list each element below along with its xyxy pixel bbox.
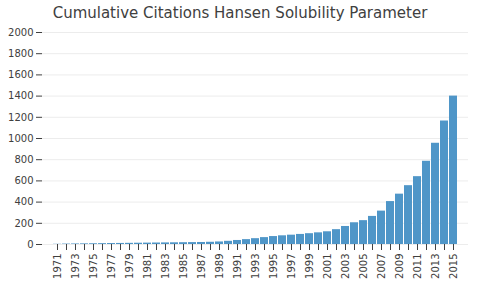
- svg-text:1989: 1989: [214, 254, 225, 279]
- svg-text:1200: 1200: [8, 112, 33, 123]
- svg-text:2003: 2003: [340, 254, 351, 279]
- svg-text:1991: 1991: [232, 254, 243, 279]
- svg-text:2000: 2000: [8, 27, 33, 38]
- svg-text:1600: 1600: [8, 69, 33, 80]
- svg-text:2015: 2015: [448, 254, 459, 279]
- svg-text:2011: 2011: [412, 254, 423, 279]
- svg-text:1400: 1400: [8, 90, 33, 101]
- svg-text:2009: 2009: [394, 254, 405, 279]
- svg-text:1985: 1985: [178, 254, 189, 279]
- svg-text:1000: 1000: [8, 133, 33, 144]
- svg-text:1999: 1999: [304, 254, 315, 279]
- html-text:Cumulative Citations Hansen So: Cumulative Citations Hansen Solubility P…: [52, 4, 428, 22]
- svg-text:1977: 1977: [106, 254, 117, 279]
- svg-text:1997: 1997: [286, 254, 297, 279]
- svg-text:1971: 1971: [52, 254, 63, 279]
- svg-text:2001: 2001: [322, 254, 333, 279]
- svg-text:2013: 2013: [430, 254, 441, 279]
- svg-text:1983: 1983: [160, 254, 171, 279]
- svg-text:0: 0: [27, 239, 33, 250]
- svg-text:1995: 1995: [268, 254, 279, 279]
- svg-text:800: 800: [14, 154, 33, 165]
- svg-text:1993: 1993: [250, 254, 261, 279]
- svg-text:400: 400: [14, 196, 33, 207]
- svg-text:1975: 1975: [88, 254, 99, 279]
- svg-text:1987: 1987: [196, 254, 207, 279]
- svg-text:1979: 1979: [124, 254, 135, 279]
- svg-text:1800: 1800: [8, 48, 33, 59]
- svg-text:2005: 2005: [358, 254, 369, 279]
- svg-text:1973: 1973: [70, 254, 81, 279]
- svg-text:1981: 1981: [142, 254, 153, 279]
- svg-text:2007: 2007: [376, 254, 387, 279]
- svg-text:600: 600: [14, 175, 33, 186]
- svg-text:200: 200: [14, 218, 33, 229]
